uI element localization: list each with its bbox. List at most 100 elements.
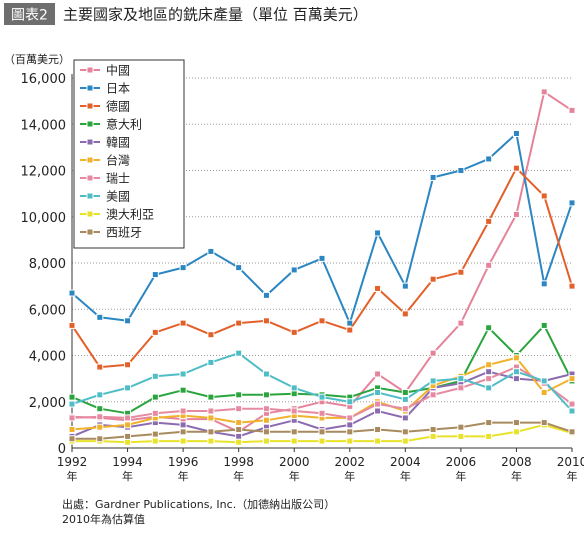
data-point [180, 371, 186, 377]
legend-marker [87, 103, 93, 109]
data-point [541, 281, 547, 287]
data-point [125, 439, 131, 445]
x-tick-suffix: 年 [178, 469, 189, 483]
data-point [97, 414, 103, 420]
legend-marker [87, 211, 93, 217]
data-point [402, 311, 408, 317]
data-point [180, 408, 186, 414]
y-tick-label: 16,000 [21, 72, 67, 87]
data-point [486, 262, 492, 268]
data-point [319, 438, 325, 444]
data-point [319, 429, 325, 435]
data-point [208, 438, 214, 444]
legend-marker [87, 139, 93, 145]
data-point [236, 265, 242, 271]
x-tick-suffix: 年 [122, 469, 133, 483]
data-point [319, 318, 325, 324]
data-point [263, 392, 269, 398]
data-point [375, 438, 381, 444]
data-point [347, 438, 353, 444]
data-point [236, 420, 242, 426]
legend-label: 韓國 [106, 136, 130, 150]
data-point [541, 420, 547, 426]
data-point [291, 329, 297, 335]
x-tick-label: 2006 [446, 455, 477, 469]
data-point [291, 429, 297, 435]
data-point [569, 408, 575, 414]
data-point [236, 350, 242, 356]
data-point [430, 392, 436, 398]
data-point [263, 406, 269, 412]
legend-marker [87, 85, 93, 91]
data-point [236, 392, 242, 398]
data-point [208, 429, 214, 435]
data-point [569, 200, 575, 206]
data-point [541, 378, 547, 384]
data-point [458, 320, 464, 326]
data-point [402, 396, 408, 402]
x-tick-suffix: 年 [289, 469, 300, 483]
chart-title: 主要國家及地區的銑床產量（單位 百萬美元） [63, 6, 368, 24]
data-point [125, 385, 131, 391]
data-point [486, 369, 492, 375]
y-tick-label: 6,000 [29, 303, 66, 318]
data-point [513, 131, 519, 137]
data-point [69, 401, 75, 407]
x-tick-label: 2002 [335, 455, 366, 469]
data-point [152, 272, 158, 278]
data-point [375, 390, 381, 396]
data-point [263, 429, 269, 435]
data-point [541, 89, 547, 95]
data-point [69, 427, 75, 433]
x-tick-suffix: 年 [67, 469, 78, 483]
source-note: 出處：Gardner Publications, Inc.（加德納出版公司） [62, 497, 335, 511]
y-tick-label: 12,000 [21, 165, 67, 180]
data-point [69, 290, 75, 296]
data-point [430, 276, 436, 282]
data-point [291, 438, 297, 444]
legend-marker [87, 157, 93, 163]
y-tick-label: 2,000 [29, 396, 66, 411]
data-point [513, 376, 519, 382]
data-point [347, 415, 353, 421]
data-point [152, 394, 158, 400]
data-point [319, 394, 325, 400]
y-tick-label: 14,000 [21, 118, 67, 133]
data-point [375, 401, 381, 407]
x-tick-label: 1992 [57, 455, 88, 469]
legend-label: 日本 [106, 82, 130, 96]
x-tick-label: 2000 [279, 455, 310, 469]
y-axis-label: （百萬美元） [4, 53, 70, 66]
data-point [97, 392, 103, 398]
data-point [152, 410, 158, 416]
data-point [319, 410, 325, 416]
data-point [125, 422, 131, 428]
data-point [402, 429, 408, 435]
data-point [236, 406, 242, 412]
data-point [319, 255, 325, 261]
data-point [69, 394, 75, 400]
x-tick-label: 2004 [390, 455, 421, 469]
data-point [458, 376, 464, 382]
data-point [152, 431, 158, 437]
data-point [97, 314, 103, 320]
x-tick-label: 2008 [501, 455, 532, 469]
data-point [458, 424, 464, 430]
legend-marker [87, 175, 93, 181]
x-tick-suffix: 年 [400, 469, 411, 483]
data-point [486, 218, 492, 224]
data-point [180, 265, 186, 271]
data-point [402, 390, 408, 396]
data-point [458, 385, 464, 391]
data-point [458, 168, 464, 174]
data-point [347, 429, 353, 435]
data-point [375, 285, 381, 291]
data-point [263, 318, 269, 324]
data-point [97, 364, 103, 370]
title-tag: 圖表2 [11, 8, 48, 24]
legend-label: 美國 [106, 190, 130, 204]
data-point [486, 385, 492, 391]
